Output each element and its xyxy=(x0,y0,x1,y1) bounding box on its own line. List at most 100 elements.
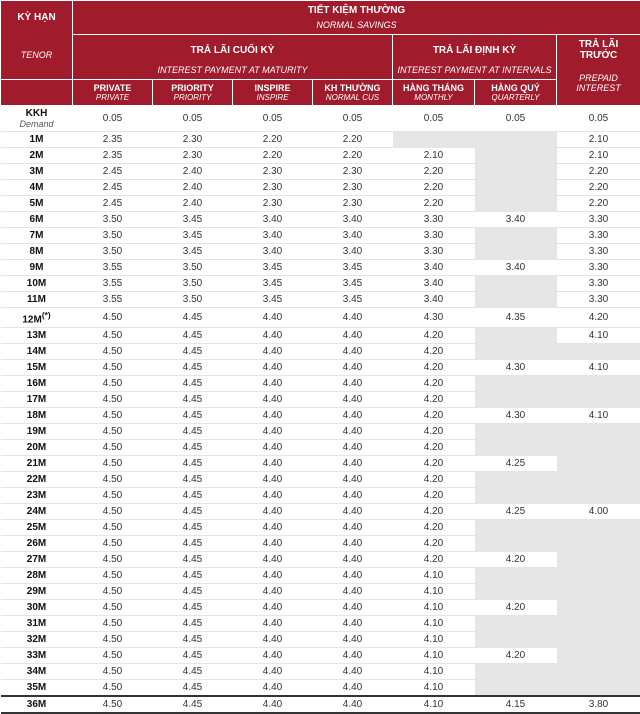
rate-cell: 4.20 xyxy=(393,344,475,360)
rate-cell xyxy=(475,344,557,360)
rate-cell: 4.40 xyxy=(313,648,393,664)
rate-cell xyxy=(475,376,557,392)
rate-cell: 2.40 xyxy=(153,180,233,196)
rate-cell: 3.30 xyxy=(393,212,475,228)
rate-cell xyxy=(393,132,475,148)
rate-cell: 4.40 xyxy=(233,504,313,520)
rate-cell xyxy=(557,456,640,472)
rate-cell: 4.10 xyxy=(393,648,475,664)
rate-cell: 4.40 xyxy=(313,488,393,504)
rate-cell: 0.05 xyxy=(557,106,640,132)
table-row: 18M4.504.454.404.404.204.304.10 xyxy=(1,408,640,424)
rate-cell xyxy=(475,488,557,504)
rate-cell: 4.45 xyxy=(153,664,233,680)
rate-cell: 3.30 xyxy=(557,260,640,276)
rate-cell: 4.20 xyxy=(393,424,475,440)
rate-cell: 4.50 xyxy=(73,344,153,360)
tenor-label-en: Demand xyxy=(1,119,73,132)
rate-cell: 3.50 xyxy=(73,212,153,228)
rate-cell: 3.50 xyxy=(73,228,153,244)
rate-cell xyxy=(475,228,557,244)
rate-cell xyxy=(475,584,557,600)
col-quarterly-vi: HÀNG QUÝ xyxy=(475,80,557,94)
rate-cell: 0.05 xyxy=(393,106,475,132)
tenor-label: 15M xyxy=(1,360,73,376)
rate-cell: 4.40 xyxy=(313,456,393,472)
table-row: 8M3.503.453.403.403.303.30 xyxy=(1,244,640,260)
rate-cell xyxy=(475,440,557,456)
table-row: 6M3.503.453.403.403.303.403.30 xyxy=(1,212,640,228)
rate-cell xyxy=(475,472,557,488)
tenor-label: 29M xyxy=(1,584,73,600)
rate-cell xyxy=(475,632,557,648)
rate-cell: 3.30 xyxy=(557,228,640,244)
rate-cell: 4.40 xyxy=(313,680,393,697)
rate-cell: 4.40 xyxy=(233,600,313,616)
rate-cell: 4.45 xyxy=(153,408,233,424)
rate-cell: 4.20 xyxy=(475,600,557,616)
rate-cell: 4.50 xyxy=(73,568,153,584)
tenor-label: 21M xyxy=(1,456,73,472)
rate-cell: 4.40 xyxy=(233,408,313,424)
rate-cell: 4.35 xyxy=(475,308,557,328)
rate-cell: 4.45 xyxy=(153,472,233,488)
rate-cell: 0.05 xyxy=(233,106,313,132)
rate-cell: 4.40 xyxy=(233,680,313,697)
rate-cell xyxy=(475,536,557,552)
tenor-label: 19M xyxy=(1,424,73,440)
rate-cell: 4.10 xyxy=(557,328,640,344)
rate-cell: 4.40 xyxy=(233,308,313,328)
rate-cell: 4.50 xyxy=(73,376,153,392)
rate-cell xyxy=(557,680,640,697)
rate-cell: 2.40 xyxy=(153,164,233,180)
tenor-label: 23M xyxy=(1,488,73,504)
rate-cell: 0.05 xyxy=(153,106,233,132)
rate-cell: 4.45 xyxy=(153,680,233,697)
tenor-label: 10M xyxy=(1,276,73,292)
rate-cell: 2.30 xyxy=(233,196,313,212)
rate-cell: 4.45 xyxy=(153,424,233,440)
rate-cell: 4.10 xyxy=(557,408,640,424)
tenor-label: 28M xyxy=(1,568,73,584)
rate-cell: 4.20 xyxy=(393,440,475,456)
table-row: 5M2.452.402.302.302.202.20 xyxy=(1,196,640,212)
rate-cell: 4.40 xyxy=(233,648,313,664)
rate-cell xyxy=(557,648,640,664)
rate-cell: 4.40 xyxy=(313,360,393,376)
tenor-label: 12M(*) xyxy=(1,308,73,328)
rate-cell xyxy=(557,568,640,584)
tenor-label: 1M xyxy=(1,132,73,148)
table-row: 27M4.504.454.404.404.204.20 xyxy=(1,552,640,568)
hdr-maturity-en: INTEREST PAYMENT AT MATURITY xyxy=(73,65,393,80)
table-row: 32M4.504.454.404.404.10 xyxy=(1,632,640,648)
rate-cell: 4.20 xyxy=(393,408,475,424)
rate-cell: 3.40 xyxy=(393,276,475,292)
rate-cell: 0.05 xyxy=(73,106,153,132)
hdr-prepaid-en: PREPAID INTEREST xyxy=(557,65,640,106)
rate-cell: 4.40 xyxy=(313,664,393,680)
rate-cell xyxy=(475,680,557,697)
rate-cell: 4.45 xyxy=(153,360,233,376)
rate-cell: 4.50 xyxy=(73,584,153,600)
hdr-normal-savings-vi: TIẾT KIỆM THƯỜNG xyxy=(73,1,640,21)
rate-cell xyxy=(557,440,640,456)
rate-cell xyxy=(475,196,557,212)
rate-cell: 4.45 xyxy=(153,456,233,472)
rate-cell: 3.45 xyxy=(233,276,313,292)
rate-cell: 4.40 xyxy=(313,616,393,632)
rate-cell: 3.45 xyxy=(313,260,393,276)
rate-cell: 2.30 xyxy=(313,196,393,212)
rate-cell: 4.50 xyxy=(73,536,153,552)
rate-cell xyxy=(475,148,557,164)
rate-cell: 3.55 xyxy=(73,292,153,308)
col-private-en: PRIVATE xyxy=(73,93,153,106)
rate-cell: 3.40 xyxy=(313,212,393,228)
rate-cell: 4.40 xyxy=(233,328,313,344)
table-row: 26M4.504.454.404.404.20 xyxy=(1,536,640,552)
hdr-tenor-vi: KỲ HẠN xyxy=(1,1,73,35)
rate-cell: 4.20 xyxy=(557,308,640,328)
rate-cell: 2.20 xyxy=(393,180,475,196)
hdr-maturity-vi: TRẢ LÃI CUỐI KỲ xyxy=(73,35,393,66)
rate-cell: 3.50 xyxy=(153,292,233,308)
col-normalcus-en: NORMAL CUS xyxy=(313,93,393,106)
